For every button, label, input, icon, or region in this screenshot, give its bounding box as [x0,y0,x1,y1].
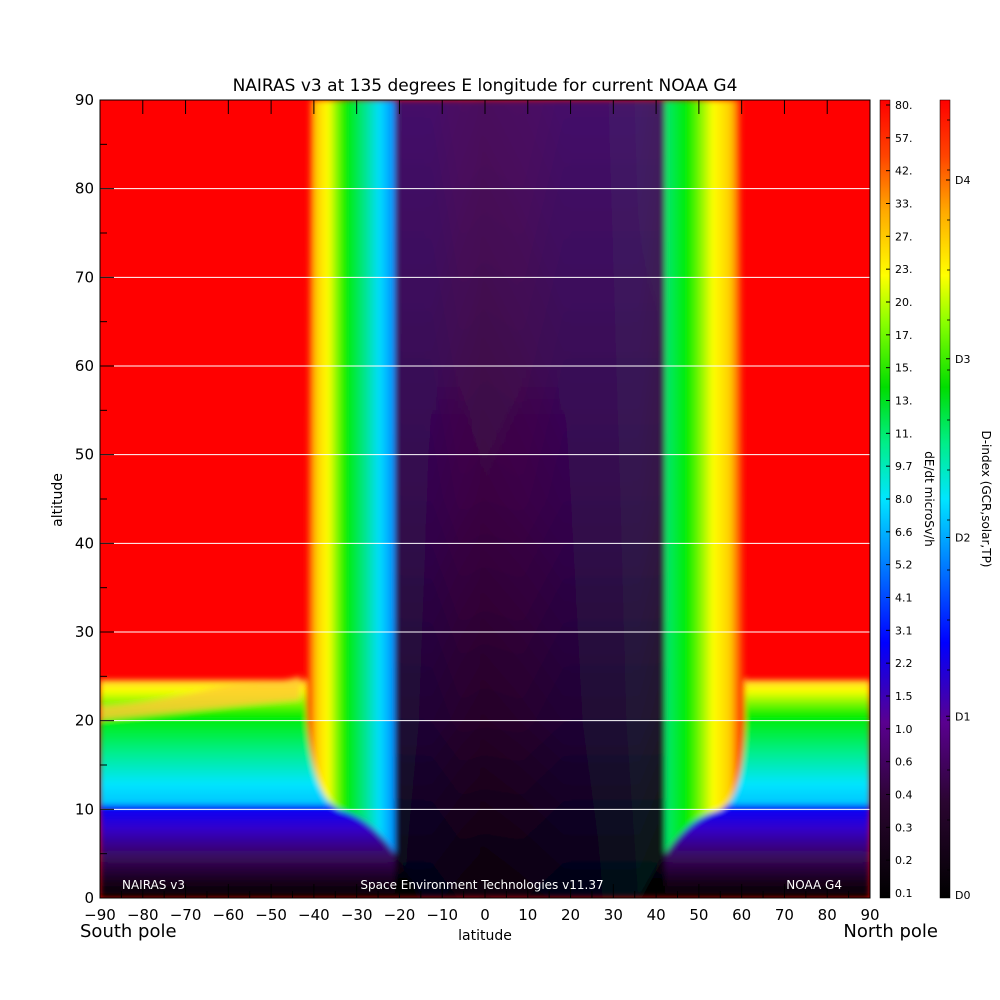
dose-colorbar-tick-label: 42. [895,165,913,178]
dose-colorbar-tick-label: 5.2 [895,559,913,572]
dose-colorbar-tick-label: 8.0 [895,493,913,506]
north-pole-label: North pole [843,921,938,942]
dindex-colorbar [939,99,951,899]
x-tick-label: −90 [84,906,116,924]
dindex-colorbar-tick-label: D0 [955,889,970,902]
dose-colorbar-tick-label: 33. [895,198,913,211]
x-tick-label: −40 [298,906,330,924]
x-tick-label: −20 [384,906,416,924]
x-tick-label: −80 [127,906,159,924]
y-tick-label: 60 [75,357,94,375]
x-tick-label: −70 [170,906,202,924]
y-tick-label: 0 [84,889,94,907]
y-axis-label: altitude [50,473,66,527]
y-tick-label: 40 [75,534,94,552]
dose-colorbar-tick-label: 57. [895,132,913,145]
dose-colorbar-tick-label: 4.1 [895,592,913,605]
dose-colorbar-tick-label: 3.1 [895,624,913,637]
heatmap-south-shoulder [100,676,300,720]
dose-colorbar-tick-label: 0.6 [895,756,913,769]
x-tick-label: −30 [341,906,373,924]
dose-colorbar-tick-label: 80. [895,99,913,112]
dose-colorbar-tick-label: 15. [895,362,913,375]
dose-colorbar-tick-label: 27. [895,230,913,243]
x-tick-label: 10 [518,906,537,924]
x-tick-label: 60 [732,906,751,924]
x-tick-label: 70 [775,906,794,924]
y-ticks: 0 10 20 30 40 50 60 70 80 90 [75,91,114,907]
x-tick-label: −50 [255,906,287,924]
chart-title: NAIRAS v3 at 135 degrees E longitude for… [233,76,738,96]
x-tick-label: 20 [561,906,580,924]
dose-colorbar-tick-label: 6.6 [895,526,913,539]
footer-right-label: NOAA G4 [786,878,842,892]
heatmap-equatorial-core [395,100,665,898]
x-tick-label: −10 [426,906,458,924]
dose-colorbar-tick-label: 13. [895,395,913,408]
x-tick-label: 90 [860,906,879,924]
x-ticks: −90 −80 −70 −60 −50 −40 −30 −20 −10 0 10 20 30 40 50 60… [84,100,880,924]
dose-colorbar-tick-label: 0.1 [895,887,913,900]
dindex-colorbar-label: D-index (GCR,solar,TP) [979,430,993,567]
dindex-colorbar-tick-label: D1 [955,710,970,723]
y-tick-label: 10 [75,800,94,818]
x-tick-label: 40 [647,906,666,924]
y-tick-label: 30 [75,623,94,641]
heatmap-field [100,100,870,898]
footer-center-label: Space Environment Technologies v11.37 [360,878,603,892]
x-tick-label: −60 [213,906,245,924]
dose-colorbar-tick-label: 2.2 [895,657,913,670]
y-tick-label: 50 [75,446,94,464]
x-axis-label: latitude [458,928,512,944]
dose-colorbar-tick-label: 17. [895,329,913,342]
dose-colorbar-label: dE/dt microSv/h [922,451,936,546]
dindex-colorbar-tick-label: D3 [955,353,970,366]
x-tick-label: 50 [689,906,708,924]
dose-colorbar-tick-label: 1.0 [895,723,913,736]
y-tick-label: 80 [75,180,94,198]
y-tick-label: 70 [75,268,94,286]
dose-colorbar-tick-label: 11. [895,427,913,440]
dindex-colorbar-tick-label: D4 [955,174,970,187]
dose-colorbar-tick-label: 23. [895,263,913,276]
dose-colorbar-ticks: 80. 57. 42. 33. 27. 23. 20. 17. 15. 13. 11. 9.7 8.0 6… [886,99,913,900]
dose-colorbar-tick-label: 1.5 [895,690,913,703]
x-tick-label: 30 [604,906,623,924]
dose-colorbar-tick-label: 0.4 [895,789,913,802]
dindex-colorbar-tick-label: D2 [955,532,970,545]
dindex-colorbar-ticks: D4 D3 D2 D1 D0 [946,119,970,902]
dose-colorbar-tick-label: 20. [895,296,913,309]
y-tick-label: 90 [75,91,94,109]
dose-colorbar-tick-label: 0.2 [895,854,913,867]
south-pole-label: South pole [80,921,177,942]
x-tick-label: 80 [818,906,837,924]
horizontal-grid [100,188,870,810]
dose-colorbar-tick-label: 0.3 [895,821,913,834]
y-tick-label: 20 [75,712,94,730]
x-tick-label: 0 [480,906,490,924]
dose-colorbar-tick-label: 9.7 [895,460,913,473]
footer-left-label: NAIRAS v3 [122,878,185,892]
